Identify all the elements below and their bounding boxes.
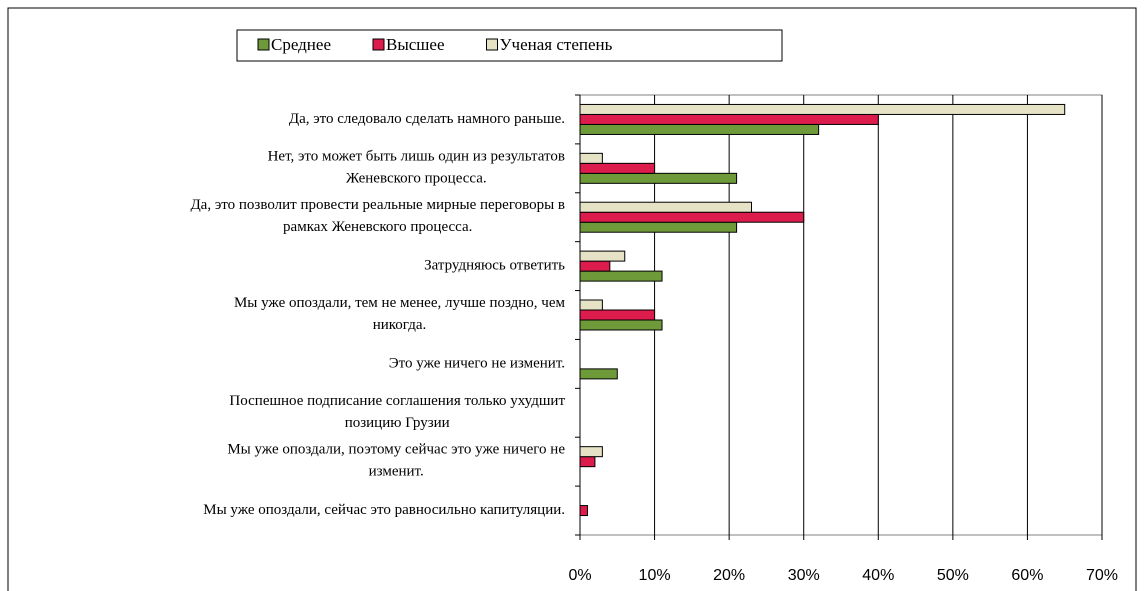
legend-swatch: [257, 38, 270, 51]
bar: [579, 152, 603, 164]
x-tick-label: 10%: [639, 567, 671, 584]
bar: [579, 250, 626, 262]
bar: [579, 260, 611, 272]
bar: [579, 221, 738, 233]
plot-area: [579, 94, 1103, 536]
x-tick-label: 60%: [1011, 567, 1043, 584]
y-tick-label: Мы уже опоздали, поэтому сейчас это уже …: [227, 442, 565, 480]
bar: [579, 211, 805, 223]
bar: [579, 446, 603, 458]
bar: [579, 456, 596, 468]
bar: [579, 270, 663, 282]
bar: [579, 368, 618, 380]
y-tick-label: Затрудняюсь ответить: [424, 258, 565, 274]
x-tick-label: 70%: [1086, 567, 1118, 584]
y-tick-label: Поспешное подписание соглашения только у…: [229, 393, 565, 431]
x-tick-label: 30%: [788, 567, 820, 584]
bar: [579, 172, 738, 184]
chart-frame: [7, 7, 1137, 591]
y-tick-label: Это уже ничего не изменит.: [389, 355, 565, 371]
bar: [579, 299, 603, 311]
legend-label: Среднее: [271, 35, 331, 54]
bar: [579, 505, 588, 517]
y-tick-label: Мы уже опоздали, сейчас это равносильно …: [203, 502, 565, 518]
y-tick-label: Да, это позволит провести реальные мирны…: [190, 198, 565, 236]
legend-label: Высшее: [386, 35, 445, 54]
x-tick-label: 0%: [568, 567, 591, 584]
x-tick-label: 20%: [713, 567, 745, 584]
bar: [579, 123, 820, 135]
bar: [579, 162, 656, 174]
legend-label: Ученая степень: [500, 35, 613, 54]
bar: [579, 319, 663, 331]
bar: [579, 201, 753, 213]
x-tick-label: 50%: [937, 567, 969, 584]
x-tick-label: 40%: [862, 567, 894, 584]
legend-swatch: [372, 38, 385, 51]
y-tick-label: Нет, это может быть лишь один из результ…: [268, 149, 565, 187]
bar: [579, 103, 1066, 115]
bar: [579, 309, 656, 321]
bar: [579, 113, 879, 125]
y-tick-label: Мы уже опоздали, тем не менее, лучше поз…: [234, 295, 566, 333]
y-tick-label: Да, это следовало сделать намного раньше…: [289, 111, 565, 127]
legend-box: [236, 29, 783, 62]
legend-swatch: [486, 38, 498, 51]
